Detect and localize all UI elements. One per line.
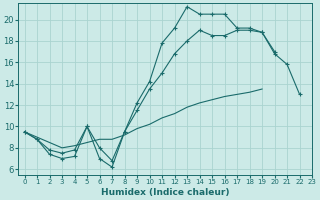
X-axis label: Humidex (Indice chaleur): Humidex (Indice chaleur)	[101, 188, 229, 197]
